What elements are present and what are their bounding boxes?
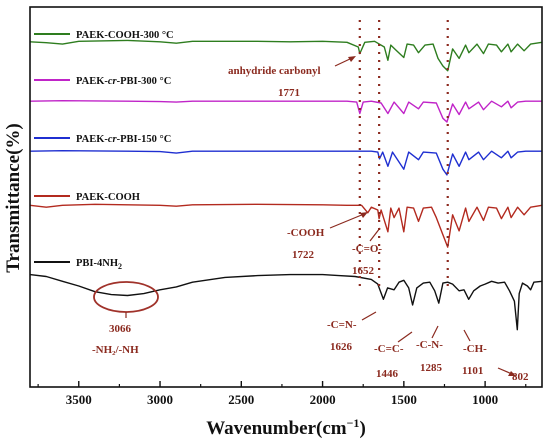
legend-label: PBI-4NH2 bbox=[76, 258, 122, 271]
x-tick-label: 3500 bbox=[66, 392, 92, 407]
annotation-arrow bbox=[431, 325, 439, 339]
annotation-text: 1626 bbox=[330, 341, 353, 353]
tick-layer: 3500 3000 2500 2000 1500 1000 bbox=[37, 381, 527, 407]
annotation-anhydride: anhydride carbonyl 1771 bbox=[228, 56, 356, 99]
y-axis-title: Transmittance(%) bbox=[3, 123, 24, 273]
annotation-text: -C=O- bbox=[352, 243, 382, 255]
legend-entry-paek-cooh: PAEK-COOH bbox=[34, 192, 140, 203]
legend-entry-pbi-4nh2: PBI-4NH2 bbox=[34, 258, 122, 271]
nh-region-ellipse bbox=[93, 281, 159, 313]
series-line bbox=[29, 273, 543, 331]
x-axis-title: Wavenumber(cm−1) bbox=[206, 416, 366, 439]
annotation-text: 1652 bbox=[352, 265, 375, 277]
x-tick-label: 3000 bbox=[147, 392, 173, 407]
annotation-cn: -C=N- 1626 bbox=[327, 311, 377, 353]
x-tick-label: 1500 bbox=[391, 392, 417, 407]
arrowhead bbox=[508, 371, 516, 376]
legend-label: PAEK-cr-PBI-300 °C bbox=[76, 76, 171, 87]
annotation-text: -C=C- bbox=[374, 343, 404, 355]
annotation-text: 3066 bbox=[109, 323, 132, 335]
legend-entry-paek-cr-pbi-150: PAEK-cr-PBI-150 °C bbox=[34, 134, 171, 145]
annotation-ch: -CH- 1101 bbox=[462, 329, 487, 377]
legend-label: PAEK-COOH-300 °C bbox=[76, 30, 174, 41]
plot-frame bbox=[29, 6, 543, 388]
annotation-cc: -C=C- 1446 bbox=[374, 331, 413, 380]
annotation-text: anhydride carbonyl bbox=[228, 65, 321, 77]
arrowhead bbox=[360, 212, 368, 218]
annotation-text: -C=N- bbox=[327, 319, 357, 331]
series-line bbox=[29, 39, 543, 72]
annotation-arrow bbox=[369, 227, 381, 242]
series-line bbox=[29, 100, 542, 123]
annotation-cooh: -COOH 1722 bbox=[287, 212, 368, 261]
annotation-802: 802 bbox=[497, 367, 529, 383]
legend-entry-paek-cr-pbi-300: PAEK-cr-PBI-300 °C bbox=[34, 76, 171, 87]
annotation-arrow bbox=[497, 367, 513, 375]
series-line bbox=[29, 150, 542, 176]
annotation-text: -NH₂/-NH bbox=[92, 344, 139, 356]
annotation-nh: 3066 -NH₂/-NH bbox=[92, 281, 159, 356]
annotation-co: -C=O- 1652 bbox=[352, 227, 382, 277]
annotation-arrow bbox=[463, 329, 471, 342]
legend-entry-paek-cooh-300: PAEK-COOH-300 °C bbox=[34, 30, 174, 41]
x-tick-label: 2500 bbox=[228, 392, 254, 407]
annotation-text: 1771 bbox=[278, 87, 300, 99]
series-line bbox=[29, 203, 543, 248]
annotation-text: 1285 bbox=[420, 362, 443, 374]
annotation-cn2: -C-N- 1285 bbox=[416, 325, 443, 374]
annotation-text: 802 bbox=[512, 371, 529, 383]
annotation-text: -C-N- bbox=[416, 339, 443, 351]
annotation-arrow bbox=[361, 311, 377, 321]
x-tick-label: 1000 bbox=[472, 392, 498, 407]
annotation-text: -COOH bbox=[287, 227, 325, 239]
annotation-arrow bbox=[334, 57, 353, 67]
annotation-text: 1101 bbox=[462, 365, 483, 377]
annotation-text: 1722 bbox=[292, 249, 315, 261]
legend-label: PAEK-COOH bbox=[76, 192, 140, 203]
legend-label: PAEK-cr-PBI-150 °C bbox=[76, 134, 171, 145]
annotation-text: -CH- bbox=[463, 343, 487, 355]
guide-layer bbox=[358, 20, 449, 290]
annotation-text: 1446 bbox=[376, 368, 399, 380]
annotation-arrow bbox=[329, 213, 365, 229]
x-tick-label: 2000 bbox=[310, 392, 336, 407]
series-layer bbox=[29, 39, 543, 331]
arrowhead bbox=[348, 56, 356, 62]
annotation-arrow bbox=[397, 331, 413, 343]
